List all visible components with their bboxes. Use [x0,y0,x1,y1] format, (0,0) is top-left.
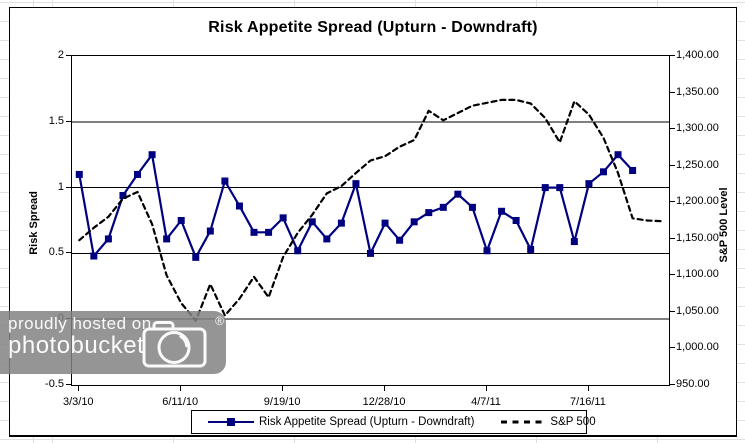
spread-line-sample-icon [208,418,254,426]
right-axis-tick [670,165,675,166]
left-axis-tick-label: 1 [57,180,64,193]
data-point-marker [192,253,200,261]
right-axis-tick [670,238,675,239]
registered-trademark-icon: ® [215,314,224,328]
right-axis-tick-label: 1,350.00 [676,85,719,98]
data-point-marker [512,217,520,224]
left-axis-tick [66,384,71,385]
x-axis-tick [282,386,283,391]
data-point-marker [134,170,142,178]
right-axis-tick [670,55,675,56]
data-point-marker [148,151,156,159]
data-point-marker [468,203,476,211]
right-axis-tick [670,311,675,312]
left-axis-tick [66,55,71,56]
data-point-marker [367,249,374,257]
left-axis-tick [66,187,71,188]
data-point-marker [206,227,214,235]
data-point-marker [410,218,418,226]
right-axis-tick [670,201,675,202]
x-axis-tick [384,386,385,391]
x-axis-tick [78,386,79,391]
data-point-marker [570,238,578,246]
data-point-marker [585,180,593,188]
camera-icon [142,321,207,368]
data-point-marker [235,202,243,210]
right-axis-tick [670,384,675,385]
chart-plot [72,98,669,322]
watermark-line1: proudly hosted on [8,314,152,333]
right-axis-tick [670,347,675,348]
data-point-marker [425,209,433,217]
data-point-marker [119,191,127,199]
x-axis-tick [180,386,181,391]
data-point-marker [337,219,345,227]
data-point-marker [614,151,622,159]
right-axis-tick-label: 1,250.00 [676,158,719,171]
x-axis-tick-label: 6/11/10 [162,396,199,408]
data-point-marker [483,247,491,255]
legend-label-sp500: S&P 500 [550,416,596,428]
x-axis-tick [588,386,589,391]
photobucket-watermark: proudly hosted on photobucket ® [0,311,226,374]
left-axis-tick [66,252,71,253]
data-point-marker [396,236,404,244]
right-axis-tick [670,274,675,275]
x-axis-tick-label: 7/16/11 [569,396,606,408]
watermark-line2: photobucket [8,331,145,359]
left-axis-title: Risk Spread [28,191,40,255]
data-point-marker [454,190,462,198]
x-axis-tick-label: 3/3/10 [62,396,94,408]
left-axis-tick-label: 1.5 [48,114,64,127]
x-axis-tick-label: 9/19/10 [263,396,301,408]
left-axis-tick-label: 0.5 [48,246,64,259]
data-point-marker [629,166,637,174]
data-point-marker [90,252,98,260]
right-axis-tick-label: 1,050.00 [676,304,719,317]
data-point-marker [527,245,535,253]
data-point-marker [250,228,258,236]
x-axis-tick-label: 12/28/10 [362,396,406,408]
right-axis-tick-label: 950.00 [676,378,710,390]
data-point-marker [599,168,607,176]
data-point-marker [439,203,447,211]
data-point-marker [323,235,331,243]
data-point-marker [381,219,389,227]
data-point-marker [163,235,171,243]
data-point-marker [265,228,273,236]
left-axis-tick [66,121,71,122]
right-axis-tick-label: 1,000.00 [676,341,719,354]
data-point-marker [279,214,287,222]
right-axis-tick-label: 1,400.00 [676,49,719,61]
x-axis-tick-label: 4/7/11 [471,396,501,408]
series-line-spread [78,153,634,259]
sp500-dash-sample-icon [501,420,546,424]
data-point-marker [308,218,316,226]
data-point-marker [104,235,112,243]
left-axis-tick-label: -0.5 [45,378,64,390]
right-axis-tick-label: 1,200.00 [676,195,719,208]
right-axis-tick-label: 1,100.00 [676,268,719,281]
data-point-marker [541,184,549,192]
data-point-marker [221,177,229,185]
x-axis-tick [486,386,487,391]
right-axis-tick [670,92,675,93]
data-point-marker [177,217,185,224]
right-axis-tick-label: 1,150.00 [676,231,719,244]
right-axis-tick [670,128,675,129]
right-axis-tick-label: 1,300.00 [676,122,719,135]
series-line-sp500 [78,98,663,322]
data-point-marker [498,207,506,215]
left-axis-tick-label: 2 [57,49,64,61]
data-point-marker [556,184,564,192]
legend-label-spread: Risk Appetite Spread (Upturn - Downdraft… [259,416,475,428]
data-point-marker [75,170,83,178]
watermark-text: proudly hosted on photobucket [8,315,152,358]
data-point-marker [294,247,302,255]
data-point-marker [352,180,360,188]
chart-title: Risk Appetite Spread (Upturn - Downdraft… [208,19,538,36]
chart-legend: Risk Appetite Spread (Upturn - Downdraft… [191,410,596,434]
